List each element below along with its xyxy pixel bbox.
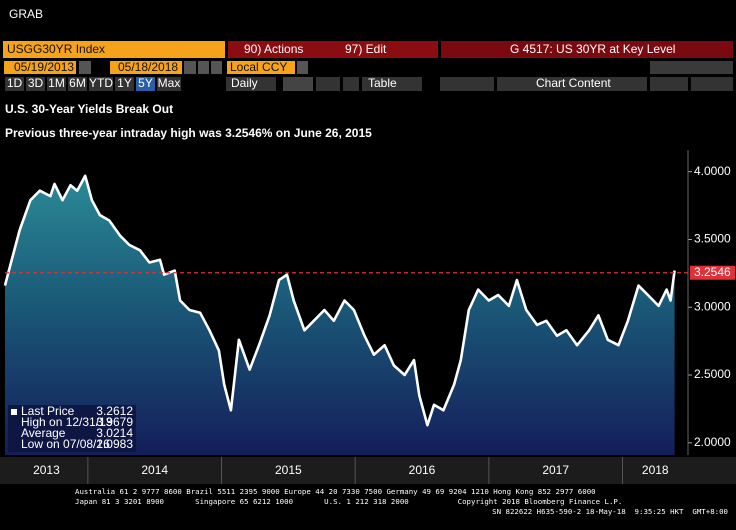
period-button[interactable]	[26, 77, 45, 91]
currency[interactable]: Local CCY	[230, 60, 287, 74]
period-button[interactable]	[136, 77, 155, 91]
period-button[interactable]	[47, 77, 66, 91]
title-bar	[441, 41, 733, 58]
period-button[interactable]	[68, 77, 87, 91]
table-label[interactable]: Table	[368, 76, 397, 90]
legend-label: Average	[21, 426, 66, 440]
period-button[interactable]	[157, 77, 181, 91]
currency-box[interactable]	[227, 61, 295, 74]
ticker[interactable]: USGG30YR Index	[7, 42, 105, 56]
period-button[interactable]	[5, 77, 24, 91]
frequency[interactable]: Daily	[231, 76, 258, 90]
period-button[interactable]	[115, 77, 134, 91]
menu-bar	[228, 41, 438, 58]
y-tick-label: 3.0000	[694, 299, 731, 313]
period-label[interactable]: YTD	[89, 76, 113, 90]
next-button[interactable]	[211, 61, 222, 74]
collapse-button[interactable]	[440, 77, 494, 91]
y-tick-label: 4.0000	[694, 164, 731, 178]
legend-label: Low on 07/08/16	[21, 437, 110, 451]
area	[5, 175, 675, 456]
x-tick-label: 2014	[141, 463, 168, 477]
chart-content[interactable]: Chart Content	[536, 76, 611, 90]
period-label[interactable]: 1Y	[117, 76, 132, 90]
legend-swatch	[11, 409, 17, 415]
footer-line: Australia 61 2 9777 8600 Brazil 5511 239…	[75, 487, 596, 496]
calendar-button[interactable]	[79, 61, 91, 74]
reference-label-box	[690, 265, 735, 280]
crosshair-button[interactable]	[316, 77, 340, 91]
x-tick-label: 2015	[275, 463, 302, 477]
line	[3, 174, 676, 427]
page-title: G 4517: US 30YR at Key Level	[510, 42, 675, 56]
x-tick-label: 2013	[33, 463, 60, 477]
y-tick-label: 3.5000	[694, 232, 731, 246]
x-tick-label: 2018	[642, 463, 669, 477]
legend-value: 3.9679	[96, 415, 133, 429]
annotate-button[interactable]	[343, 77, 359, 91]
period-label[interactable]: 6M	[69, 76, 86, 90]
end-date-box[interactable]	[110, 61, 182, 74]
footer-line: SN 822622 H635-590-2 18-May-18 9:35:25 H…	[492, 507, 728, 516]
chart-subtitle: Previous three-year intraday high was 3.…	[5, 126, 372, 140]
edit-menu[interactable]: 97) Edit	[345, 42, 387, 56]
export-button[interactable]	[650, 77, 688, 91]
legend-box	[8, 405, 136, 452]
period-bar: 1D 3D 1M 6M YTD 1Y 5Y Max	[5, 76, 181, 91]
period-label[interactable]: Max	[158, 76, 181, 90]
period-label[interactable]: 1D	[7, 76, 23, 90]
frequency-box[interactable]	[226, 77, 276, 91]
x-axis-strip	[0, 457, 736, 484]
period-button[interactable]	[89, 77, 113, 91]
y-tick-label: 2.5000	[694, 367, 731, 381]
legend-value: 3.0214	[96, 426, 133, 440]
table-button[interactable]	[362, 77, 422, 91]
footer-line: Japan 81 3 3201 8900 Singapore 65 6212 1…	[75, 497, 622, 506]
app-title: GRAB	[9, 7, 43, 21]
period-label[interactable]: 5Y	[138, 76, 153, 90]
legend-label: High on 12/31/13	[21, 415, 113, 429]
start-date-box[interactable]	[4, 61, 76, 74]
y-tick-label: 2.0000	[694, 435, 731, 449]
ticker-box[interactable]	[3, 41, 225, 58]
x-tick-label: 2017	[542, 463, 569, 477]
back-button[interactable]	[650, 61, 733, 74]
chart-type-button[interactable]	[283, 77, 313, 91]
period-label[interactable]: 3D	[28, 76, 44, 90]
start-date[interactable]: 05/19/2013	[14, 60, 74, 74]
end-date[interactable]: 05/18/2018	[118, 60, 178, 74]
x-tick-label: 2016	[409, 463, 436, 477]
prev-button[interactable]	[198, 61, 209, 74]
legend-value: 3.2612	[96, 404, 133, 418]
chart-content-button[interactable]	[497, 77, 647, 91]
period-label[interactable]: 1M	[48, 76, 65, 90]
actions-menu[interactable]: 90) Actions	[244, 42, 303, 56]
chart-title: U.S. 30-Year Yields Break Out	[5, 102, 173, 116]
legend-value: 2.0983	[96, 437, 133, 451]
settings-button[interactable]	[691, 77, 733, 91]
chart: 2.0000 2.5000 3.0000 3.5000 4.0000 3.2546 Last…	[0, 150, 736, 484]
reference-label: 3.2546	[694, 265, 731, 279]
currency-dropdown[interactable]	[297, 61, 308, 74]
calendar-button[interactable]	[184, 61, 196, 74]
legend-label: Last Price	[21, 404, 75, 418]
